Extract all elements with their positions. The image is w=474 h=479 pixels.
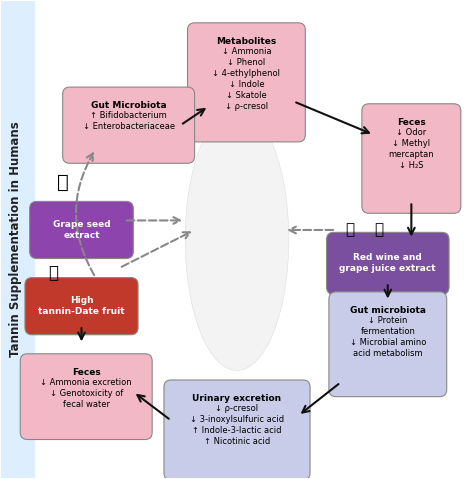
FancyBboxPatch shape: [188, 23, 305, 142]
Text: Gut Microbiota: Gut Microbiota: [91, 102, 166, 110]
FancyBboxPatch shape: [0, 0, 35, 479]
Text: ↓ Protein
fermentation
↓ Microbial amino
acid metabolism: ↓ Protein fermentation ↓ Microbial amino…: [350, 316, 426, 358]
Text: ↑ Bifidobacterium
↓ Enterobacteriaceae: ↑ Bifidobacterium ↓ Enterobacteriaceae: [82, 111, 175, 131]
FancyBboxPatch shape: [63, 87, 195, 163]
Text: Metabolites: Metabolites: [216, 37, 276, 46]
Text: ↓ Ammonia
↓ Phenol
↓ 4-ethylphenol
↓ Indole
↓ Skatole
↓ ρ-cresol: ↓ Ammonia ↓ Phenol ↓ 4-ethylphenol ↓ Ind…: [212, 46, 281, 111]
Text: 🍷: 🍷: [346, 222, 355, 238]
Text: 🧃: 🧃: [374, 222, 383, 238]
FancyBboxPatch shape: [362, 104, 461, 213]
Text: Feces: Feces: [397, 118, 426, 127]
Text: 🍇: 🍇: [57, 173, 69, 192]
Text: Tannin Supplementation in Humans: Tannin Supplementation in Humans: [9, 122, 22, 357]
Ellipse shape: [185, 109, 289, 370]
FancyBboxPatch shape: [164, 380, 310, 479]
Text: Gut microbiota: Gut microbiota: [350, 306, 426, 315]
Text: Grape seed
extract: Grape seed extract: [53, 220, 110, 240]
Text: ↓ Ammonia excretion
↓ Genotoxicity of
fecal water: ↓ Ammonia excretion ↓ Genotoxicity of fe…: [40, 377, 132, 409]
Text: High
tannin-Date fruit: High tannin-Date fruit: [38, 296, 125, 316]
Text: Urinary excretion: Urinary excretion: [192, 394, 282, 403]
FancyBboxPatch shape: [30, 201, 133, 259]
Text: 🌰: 🌰: [48, 264, 58, 282]
FancyBboxPatch shape: [20, 354, 152, 440]
Text: ↓ ρ-cresol
↓ 3-inoxylsulfuric acid
↑ Indole-3-lactic acid
↑ Nicotinic acid: ↓ ρ-cresol ↓ 3-inoxylsulfuric acid ↑ Ind…: [190, 404, 284, 446]
FancyBboxPatch shape: [25, 278, 138, 335]
FancyBboxPatch shape: [329, 292, 447, 397]
Text: Red wine and
grape juice extract: Red wine and grape juice extract: [339, 253, 436, 274]
Text: Feces: Feces: [72, 368, 100, 377]
Text: ↓ Odor
↓ Methyl
mercaptan
↓ H₂S: ↓ Odor ↓ Methyl mercaptan ↓ H₂S: [389, 127, 434, 170]
FancyBboxPatch shape: [327, 232, 449, 294]
